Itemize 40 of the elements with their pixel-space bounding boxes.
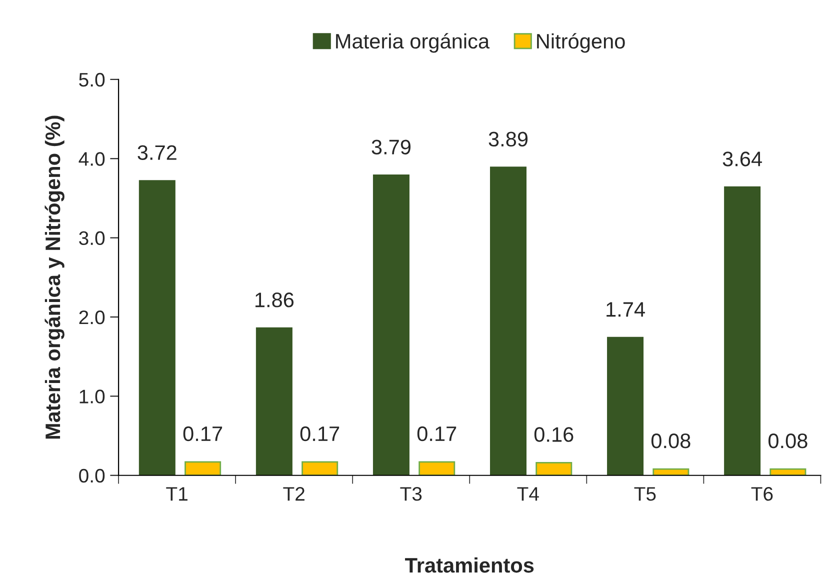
legend-label: Nitrógeno	[537, 33, 625, 53]
data-label: 3.64	[722, 152, 762, 166]
x-tick-label: T6	[751, 487, 773, 501]
data-label: 0.17	[300, 426, 340, 442]
y-tick-label: 2.0	[79, 310, 105, 324]
x-tick-label: T5	[634, 487, 656, 501]
data-label: 0.08	[768, 434, 808, 448]
x-tick-label: T3	[400, 487, 422, 501]
bar	[770, 468, 806, 476]
y-tick-label: 3.0	[79, 231, 105, 246]
bar	[724, 186, 761, 476]
y-tick-label: 0.0	[79, 468, 105, 483]
bar	[372, 174, 410, 476]
data-label: 0.17	[183, 426, 222, 442]
data-label: 0.16	[534, 427, 574, 442]
data-label: 1.74	[606, 302, 645, 317]
bar	[302, 461, 338, 476]
bar	[256, 327, 292, 476]
y-tick-label: 4.0	[78, 152, 105, 166]
data-label: 0.08	[651, 434, 690, 448]
bar	[418, 461, 456, 476]
bar	[490, 166, 526, 476]
data-label: 1.86	[256, 292, 294, 308]
bar	[652, 468, 690, 476]
x-tick-label: T4	[517, 487, 539, 501]
bar	[138, 180, 176, 476]
data-label: 3.72	[138, 145, 176, 160]
y-tick-label: 5.0	[79, 72, 105, 87]
bar	[536, 462, 572, 476]
y-tick-label: 1.0	[80, 390, 105, 404]
bar	[184, 461, 222, 476]
x-tick-label: T1	[166, 487, 188, 501]
data-label: 3.89	[488, 132, 528, 147]
x-axis-title: Tratamientos	[405, 557, 534, 573]
x-tick-label: T2	[283, 487, 304, 501]
data-label: 3.79	[372, 140, 411, 154]
legend-label: Materia orgánica	[336, 33, 490, 53]
bar	[607, 336, 644, 476]
data-label: 0.17	[417, 426, 456, 442]
y-axis-title: Materia orgánica y Nitrógeno (%)	[44, 116, 64, 439]
